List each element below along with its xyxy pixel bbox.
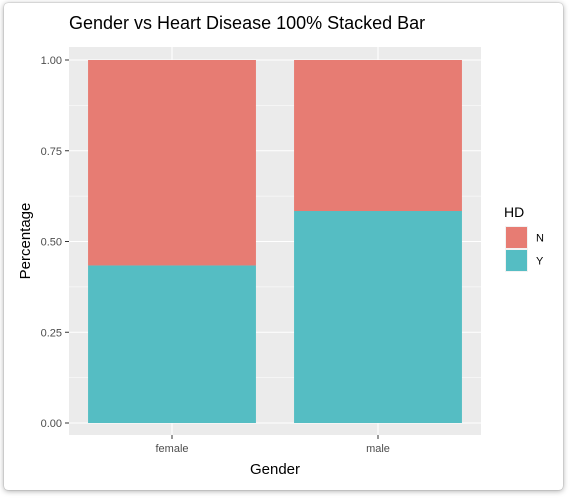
chart-svg: Gender vs Heart Disease 100% Stacked Bar… [17, 13, 544, 478]
x-tick-label: female [155, 443, 188, 455]
y-axis-title: Percentage [17, 203, 34, 280]
legend-label-N: N [536, 233, 544, 245]
legend-title: HD [504, 204, 524, 220]
legend-swatch-N [506, 227, 527, 248]
legend-label-Y: Y [536, 256, 544, 268]
bar-male-Y [294, 211, 462, 423]
y-tick-label: 0.25 [41, 327, 62, 339]
y-tick-label: 0.50 [41, 237, 62, 249]
bar-female-N [88, 60, 256, 266]
bar-female-Y [88, 265, 256, 423]
legend: HD NY [504, 204, 544, 272]
chart-title: Gender vs Heart Disease 100% Stacked Bar [69, 13, 425, 33]
y-tick-label: 0.75 [41, 146, 62, 158]
y-tick-label: 1.00 [41, 55, 62, 67]
bar-male-N [294, 60, 462, 212]
x-tick-label: male [366, 443, 390, 455]
y-axis: 0.00 0.25 0.50 0.75 1.00 [41, 55, 69, 430]
legend-swatch-Y [506, 250, 527, 271]
chart-window: Gender vs Heart Disease 100% Stacked Bar… [4, 3, 563, 490]
x-axis: female male [155, 435, 390, 455]
bars [88, 60, 462, 423]
y-tick-label: 0.00 [41, 418, 62, 430]
x-axis-title: Gender [250, 461, 300, 478]
